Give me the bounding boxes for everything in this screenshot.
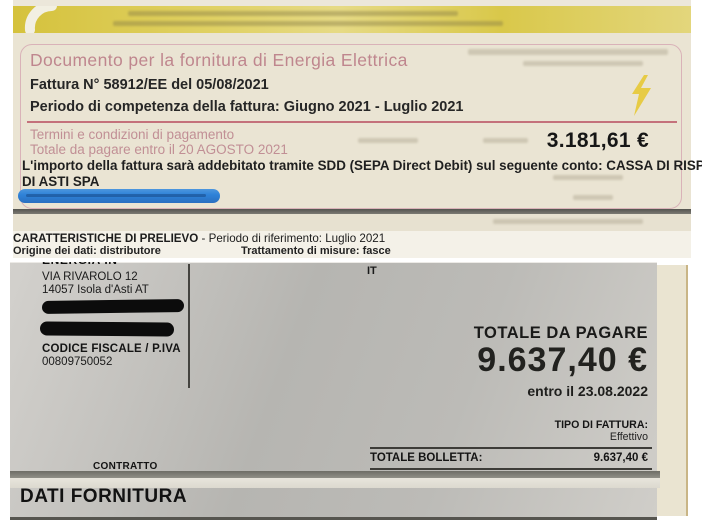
measure-treatment: Trattamento di misure: fasce (241, 245, 391, 257)
supplier-address-street: VIA RIVAROLO 12 (42, 271, 138, 283)
bill-photo-top: Documento per la fornitura di Energia El… (13, 0, 702, 258)
showthrough-text (358, 138, 418, 143)
header-outline-box (20, 44, 682, 209)
lightning-bolt-icon (627, 74, 655, 123)
supplier-address-city: 14057 Isola d'Asti AT (42, 284, 149, 296)
fiscal-code-value: 00809750052 (42, 356, 113, 368)
page-edge-band (10, 471, 660, 478)
total-to-pay-amount: 9.637,40 € (477, 341, 648, 379)
showthrough-text (483, 138, 528, 143)
phone-handset-icon (20, 6, 60, 33)
supply-data-heading: DATI FORNITURA (20, 486, 188, 507)
showthrough-text (128, 11, 458, 16)
showthrough-text (493, 219, 643, 224)
payment-terms-heading: Termini e condizioni di pagamento (30, 127, 235, 142)
total-to-pay-label: TOTALE DA PAGARE (473, 324, 648, 342)
clipped-supplier-name: ENERGIA IN (42, 262, 262, 270)
data-origin: Origine dei dati: distributore (13, 245, 161, 257)
summary-divider (370, 468, 652, 470)
page-edge-shadow (13, 209, 691, 214)
amount-due: 3.181,61 € (546, 129, 649, 152)
total-bill-value: 9.637,40 € (593, 452, 648, 464)
underlying-page-edge (657, 265, 688, 516)
showthrough-text (468, 49, 668, 55)
withdrawal-heading: CARATTERISTICHE DI PRELIEVO (13, 232, 199, 245)
column-divider (188, 264, 190, 388)
sdd-payment-line-1: L'importo della fattura sarà addebitato … (22, 158, 702, 173)
fiscal-code-label: CODICE FISCALE / P.IVA (42, 343, 181, 355)
invoice-type-label: TIPO DI FATTURA: (554, 419, 648, 431)
yellow-header-band (13, 6, 691, 33)
showthrough-text (113, 21, 503, 26)
summary-divider (370, 447, 652, 449)
invoice-type-value: Effettivo (609, 431, 648, 443)
due-date: entro il 23.08.2022 (527, 383, 648, 399)
withdrawal-period: - Periodo di riferimento: Luglio 2021 (198, 232, 386, 245)
redacted-text-scribble (41, 299, 185, 314)
bill-photo-bottom: ENERGIA IN VIA RIVAROLO 12 14057 Isola d… (10, 262, 688, 520)
payment-due-line: Totale da pagare entro il 20 AGOSTO 2021 (30, 142, 288, 157)
invoice-number: Fattura N° 58912/EE del 05/08/2021 (30, 77, 269, 93)
page-edge-highlight (10, 478, 660, 488)
contract-label: CONTRATTO (93, 461, 158, 472)
redacted-text-scribble (39, 321, 175, 337)
showthrough-text (523, 61, 643, 66)
paper-understrip (13, 214, 691, 231)
redacted-iban-scribble (18, 189, 220, 203)
document-title: Documento per la fornitura di Energia El… (30, 50, 408, 70)
showthrough-text (553, 175, 623, 180)
billing-period: Periodo di competenza della fattura: Giu… (30, 99, 464, 115)
withdrawal-characteristics-line: CARATTERISTICHE DI PRELIEVO - Periodo di… (13, 232, 385, 245)
showthrough-text (573, 195, 613, 200)
pink-divider (27, 121, 677, 123)
sdd-payment-line-2: DI ASTI SPA (22, 174, 100, 189)
country-code: IT (367, 265, 377, 277)
total-bill-label: TOTALE BOLLETTA: (370, 452, 483, 464)
withdrawal-section-strip (13, 231, 691, 258)
